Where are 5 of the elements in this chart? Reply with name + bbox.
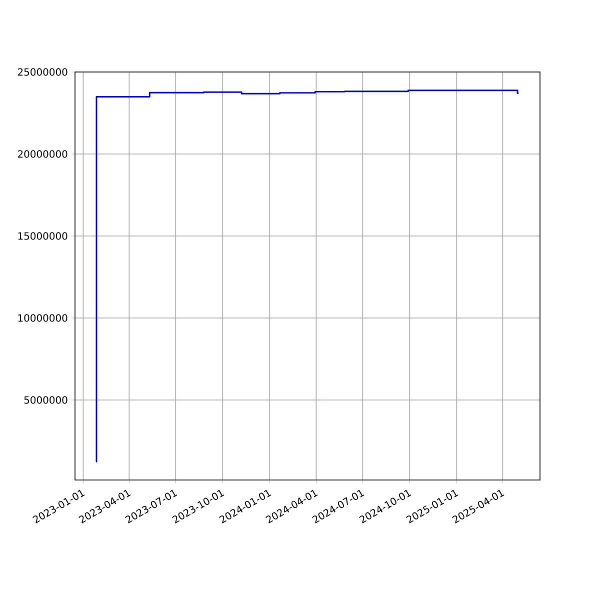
y-tick-label: 20000000 [18,150,68,158]
y-tick-label: 15000000 [18,232,68,240]
y-tick-label: 25000000 [18,68,68,76]
y-tick-label: 10000000 [18,314,68,322]
y-tick-label: 5000000 [24,396,68,404]
